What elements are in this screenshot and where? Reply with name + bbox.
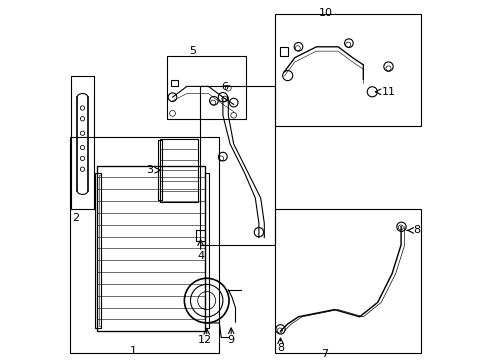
Bar — [158, 140, 162, 200]
Text: 9: 9 — [227, 335, 234, 345]
Bar — [160, 139, 197, 202]
Bar — [97, 166, 204, 331]
Text: 4: 4 — [197, 251, 203, 261]
Bar — [204, 173, 209, 328]
Bar — [275, 209, 420, 353]
Text: 11: 11 — [381, 87, 395, 97]
Bar — [99, 175, 101, 326]
Text: 1: 1 — [129, 346, 136, 356]
Bar — [199, 86, 275, 245]
Text: 8: 8 — [412, 225, 419, 235]
Text: 2: 2 — [72, 213, 79, 223]
Text: 7: 7 — [321, 348, 327, 359]
Text: 12: 12 — [198, 335, 211, 345]
Bar — [275, 14, 420, 126]
Text: 6: 6 — [221, 82, 227, 92]
Text: 10: 10 — [319, 8, 332, 18]
Bar — [95, 173, 101, 328]
Bar — [196, 230, 204, 241]
Bar — [279, 47, 287, 56]
Bar — [70, 137, 219, 353]
Bar — [167, 56, 246, 119]
Bar — [170, 80, 178, 86]
Text: 8: 8 — [276, 343, 284, 353]
Text: 5: 5 — [189, 46, 196, 57]
Bar — [71, 76, 94, 209]
Text: 3: 3 — [146, 165, 153, 175]
